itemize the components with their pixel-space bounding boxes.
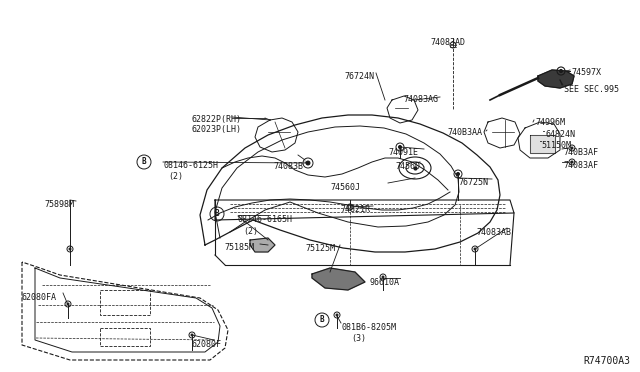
Text: B: B [214,209,220,218]
Text: B: B [141,157,147,167]
Text: R74700A3: R74700A3 [583,356,630,366]
Circle shape [571,147,573,149]
Text: 64824N: 64824N [545,130,575,139]
Text: 75125M: 75125M [305,244,335,253]
Circle shape [306,161,310,165]
Text: 76725N: 76725N [458,178,488,187]
Circle shape [69,248,71,250]
Text: 74083AB: 74083AB [476,228,511,237]
Circle shape [399,145,401,148]
Text: 74560J: 74560J [330,183,360,192]
Circle shape [456,173,460,176]
Text: 08146-6125H: 08146-6125H [163,161,218,170]
Text: (2): (2) [243,227,258,236]
Polygon shape [250,238,275,252]
Text: 74996M: 74996M [535,118,565,127]
Text: 96610A: 96610A [370,278,400,287]
Text: 75898M: 75898M [44,200,74,209]
Text: 74083AG: 74083AG [403,95,438,104]
Polygon shape [530,135,555,153]
Circle shape [382,276,384,278]
Text: 74083B: 74083B [273,162,303,171]
Text: (3): (3) [351,334,366,343]
Text: 740B3AF: 740B3AF [563,148,598,157]
Circle shape [191,334,193,336]
Text: 62822P(RH): 62822P(RH) [192,115,242,124]
Text: 74821R: 74821R [340,205,370,214]
Text: 081B6-8205M: 081B6-8205M [341,323,396,332]
Text: 74083AF: 74083AF [563,161,598,170]
Text: SEE SEC.995: SEE SEC.995 [564,85,619,94]
Circle shape [336,314,338,316]
Text: 62080FA: 62080FA [22,293,57,302]
Text: (2): (2) [168,172,183,181]
Text: 74091E: 74091E [388,148,418,157]
Text: 74560: 74560 [395,162,420,171]
Text: 75185M: 75185M [224,243,254,252]
Bar [100,328,150,346]
Text: 51150M: 51150M [541,141,571,150]
Polygon shape [312,268,365,290]
Bar [100,290,150,315]
Text: 62023P(LH): 62023P(LH) [192,125,242,134]
Circle shape [474,248,476,250]
Circle shape [559,70,563,73]
Text: 740B3AA: 740B3AA [447,128,482,137]
Circle shape [67,303,69,305]
Text: 62080F: 62080F [192,340,222,349]
Text: 74597X: 74597X [571,68,601,77]
Text: 08146-6165H: 08146-6165H [238,215,293,224]
Text: B: B [320,315,324,324]
Text: 76724N: 76724N [344,72,374,81]
Polygon shape [538,70,574,88]
Circle shape [571,161,573,163]
Text: 74083AD: 74083AD [430,38,465,47]
